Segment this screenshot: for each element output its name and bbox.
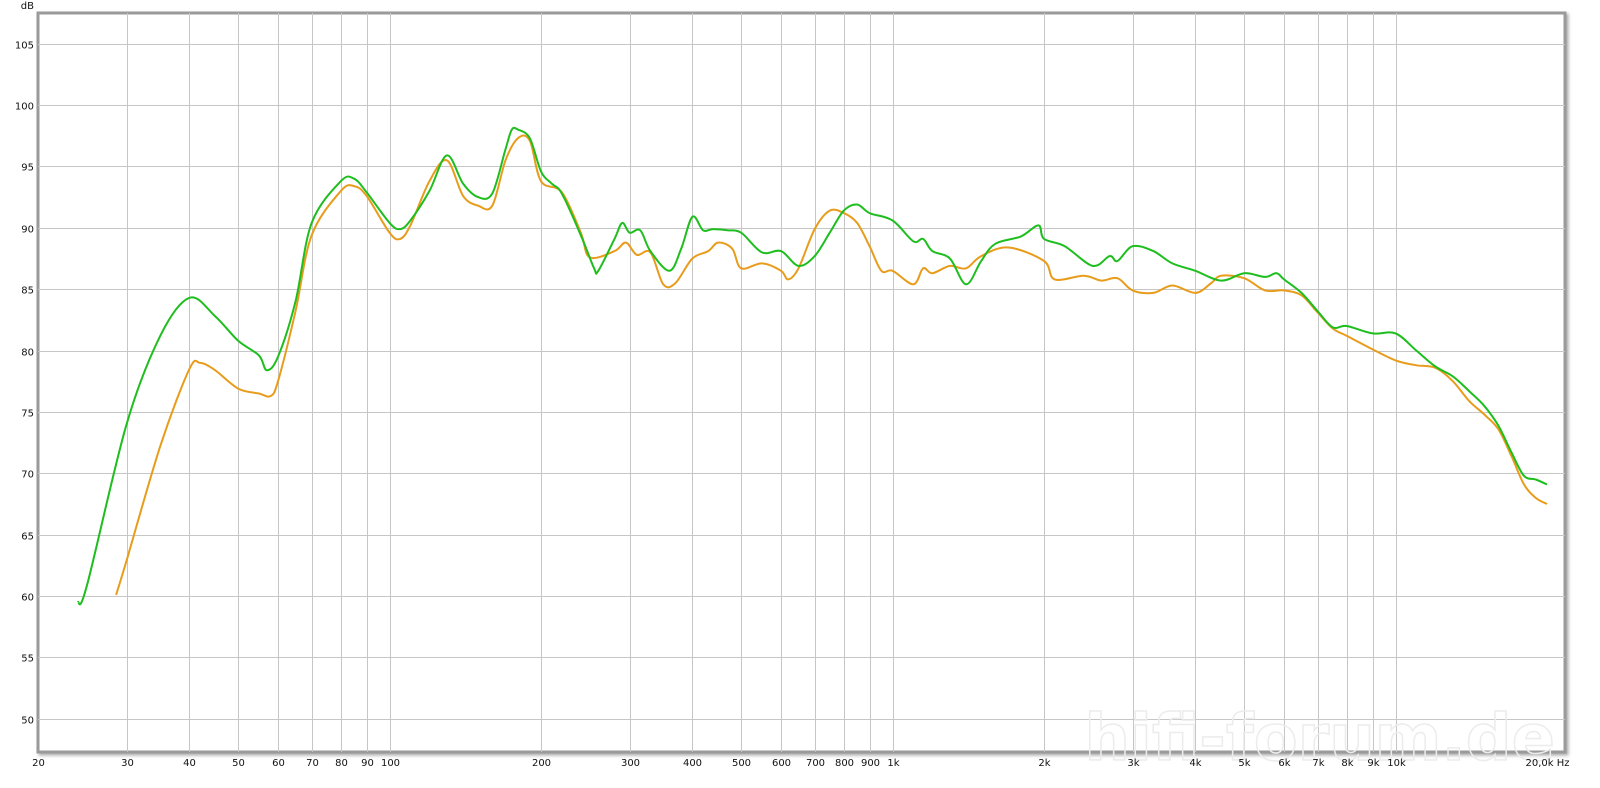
x-tick-label: 90 bbox=[361, 758, 374, 769]
y-tick-label: 70 bbox=[21, 470, 34, 481]
y-tick-label: 105 bbox=[15, 41, 34, 52]
x-tick-label: 100 bbox=[381, 758, 400, 769]
x-tick-label: 70 bbox=[306, 758, 319, 769]
y-tick-label: 85 bbox=[21, 286, 34, 297]
x-tick-label: 900 bbox=[861, 758, 880, 769]
y-tick-label: 50 bbox=[21, 716, 34, 727]
y-axis: 50 55 60 65 70 75 80 85 90 95 100 105 bbox=[15, 41, 34, 727]
x-tick-label: 60 bbox=[272, 758, 285, 769]
x-tick-label: 600 bbox=[772, 758, 791, 769]
x-tick-label: 700 bbox=[806, 758, 825, 769]
series-line-0 bbox=[115, 134, 1548, 596]
x-tick-label: 80 bbox=[335, 758, 348, 769]
series-line-1 bbox=[76, 126, 1548, 606]
x-tick-label: 300 bbox=[621, 758, 640, 769]
x-tick-label: 500 bbox=[732, 758, 751, 769]
plot-area bbox=[36, 11, 1567, 754]
x-tick-label: 40 bbox=[183, 758, 196, 769]
x-tick-label: 7k bbox=[1312, 758, 1324, 769]
y-tick-label: 80 bbox=[21, 348, 34, 359]
x-tick-label: 8k bbox=[1341, 758, 1353, 769]
x-axis: 20 30 40 50 60 70 80 90 100 200 300 400 500 600 700 800… bbox=[32, 758, 1569, 769]
x-tick-label: 2k bbox=[1038, 758, 1050, 769]
x-tick-label: 3k bbox=[1127, 758, 1139, 769]
x-tick-label: 1k bbox=[887, 758, 899, 769]
y-tick-label: 60 bbox=[21, 593, 34, 604]
x-tick-label: 4k bbox=[1189, 758, 1201, 769]
x-tick-label: 6k bbox=[1278, 758, 1290, 769]
x-tick-label: 200 bbox=[532, 758, 551, 769]
y-tick-label: 95 bbox=[21, 163, 34, 174]
y-tick-label: 90 bbox=[21, 225, 34, 236]
y-tick-label: 75 bbox=[21, 409, 34, 420]
y-tick-label: 55 bbox=[21, 654, 34, 665]
x-tick-label: 800 bbox=[835, 758, 854, 769]
x-tick-label: 9k bbox=[1367, 758, 1379, 769]
x-tick-label: 20 bbox=[32, 758, 45, 769]
x-tick-label: 5k bbox=[1238, 758, 1250, 769]
x-tick-label: 20,0k Hz bbox=[1526, 758, 1570, 769]
y-tick-label: 100 bbox=[15, 102, 34, 113]
curves bbox=[76, 126, 1548, 606]
y-tick-label: 65 bbox=[21, 532, 34, 543]
grid bbox=[38, 13, 1565, 752]
watermark: hifi-forum.de bbox=[1084, 702, 1555, 776]
x-tick-label: 400 bbox=[683, 758, 702, 769]
x-tick-label: 10k bbox=[1387, 758, 1406, 769]
x-tick-label: 30 bbox=[121, 758, 134, 769]
x-tick-label: 50 bbox=[232, 758, 245, 769]
y-unit-label: dB bbox=[21, 1, 34, 12]
